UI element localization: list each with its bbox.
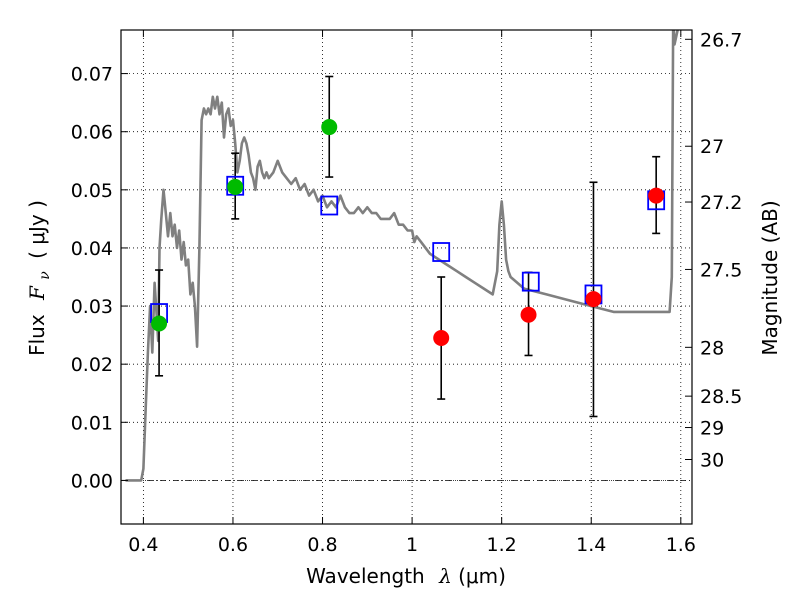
red-data-point (520, 306, 537, 323)
y-axis-title: Flux F ν ( μJy ) (25, 200, 54, 356)
y2-tick-label: 27.5 (700, 259, 742, 281)
x-tick-label: 1.6 (666, 534, 696, 556)
sed-model-line (125, 30, 679, 482)
y2-tick-label: 27.2 (700, 192, 742, 214)
y-axis: 0.00 0.01 0.02 0.03 0.04 0.05 0.06 0.07 (71, 64, 128, 492)
x-tick-label: 1.4 (576, 534, 606, 556)
y-tick-label: 0.07 (71, 64, 113, 86)
model-flux-box (320, 195, 339, 216)
x-tick-label: 0.6 (218, 534, 248, 556)
y2-axis: 26.7 27 27.2 27.5 28 28.5 29 30 (685, 29, 742, 471)
y2-tick-label: 28 (700, 337, 724, 359)
model-flux-box (521, 271, 540, 292)
green-data-point (151, 315, 168, 332)
plot-frame (120, 29, 693, 525)
x-tick-label: 0.8 (307, 534, 337, 556)
y-tick-label: 0.04 (71, 238, 113, 260)
y-tick-label: 0.02 (71, 354, 113, 376)
y2-tick-label: 29 (700, 418, 724, 440)
red-data-point (648, 187, 665, 204)
y2-tick-label: 26.7 (700, 29, 742, 51)
y-tick-label: 0.06 (71, 122, 113, 144)
sed-model-layer (125, 30, 679, 482)
x-axis-title: Wavelength λ (μm) (306, 564, 506, 588)
y-tick-label: 0.03 (71, 296, 113, 318)
y2-axis-title: Magnitude (AB) (758, 200, 782, 355)
green-data-point (321, 119, 338, 136)
observed-points (151, 119, 665, 347)
y2-tick-label: 30 (700, 449, 724, 471)
x-tick-label: 1.2 (487, 534, 517, 556)
y2-tick-label: 28.5 (700, 386, 742, 408)
x-axis: 0.4 0.6 0.8 1 1.2 1.4 1.6 (128, 30, 696, 556)
x-tick-label: 1 (406, 534, 418, 556)
red-data-point (585, 291, 602, 308)
red-data-point (433, 330, 450, 347)
y-tick-label: 0.00 (71, 470, 113, 492)
y-tick-label: 0.05 (71, 180, 113, 202)
x-tick-label: 0.4 (128, 534, 158, 556)
y2-tick-label: 27 (700, 136, 724, 158)
y-tick-label: 0.01 (71, 412, 113, 434)
model-flux-box (432, 242, 451, 262)
green-data-point (227, 178, 244, 195)
